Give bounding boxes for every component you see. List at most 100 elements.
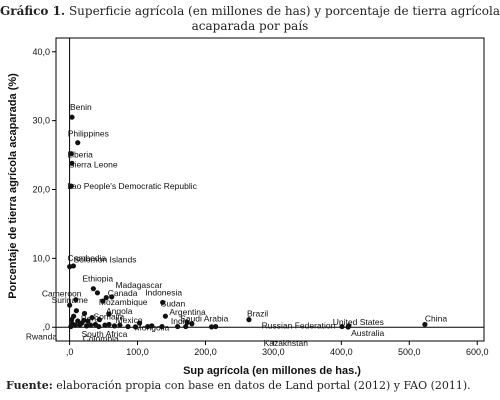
- data-point: [160, 299, 166, 306]
- data-point: [125, 323, 131, 330]
- y-tick-label: ,0: [42, 322, 50, 332]
- data-point: [106, 311, 112, 317]
- point-label: Suriname: [52, 295, 89, 305]
- data-point: [81, 317, 87, 323]
- data-point: [68, 151, 74, 157]
- title-line-2: acaparada por país: [191, 19, 309, 33]
- data-point: [68, 323, 74, 330]
- data-point: [213, 323, 219, 330]
- data-point: [96, 317, 103, 323]
- y-tick-label: 10,0: [32, 253, 50, 263]
- point-label: Russian Federation: [262, 321, 336, 331]
- point-label: Angola: [106, 306, 133, 316]
- x-tick-label: 400,0: [330, 347, 353, 357]
- point-label: Cameroon: [42, 289, 82, 299]
- data-point: [88, 322, 94, 328]
- data-point: [85, 318, 91, 324]
- point-label: Brazil: [247, 309, 268, 319]
- point-label: India: [171, 316, 190, 326]
- data-point: [73, 297, 79, 303]
- data-point: [69, 317, 75, 323]
- data-point: [136, 320, 143, 326]
- data-point: [96, 323, 102, 330]
- figure-number: Gráfico 1.: [0, 4, 66, 18]
- data-point: [106, 321, 112, 328]
- data-point: [109, 294, 115, 300]
- point-label: Sierra Leone: [69, 159, 118, 169]
- data-point: [149, 323, 155, 329]
- x-tick-label: 500,0: [398, 347, 421, 357]
- axis-ticks: ,0 100,0 200,0 300,0 400,0 500,0 600,0 ,0 10,0 20…: [32, 47, 488, 357]
- y-tick-label: 30,0: [32, 116, 50, 126]
- point-label: South Africa: [81, 329, 127, 339]
- data-point: [69, 114, 75, 120]
- data-point: [159, 323, 165, 330]
- data-point: [183, 323, 189, 330]
- point-label: Solomon Islands: [74, 255, 137, 265]
- point-label: Indonesia: [145, 288, 182, 298]
- data-point: [117, 322, 123, 328]
- point-label: Somalia: [93, 312, 124, 322]
- point-label: Philippines: [68, 129, 109, 139]
- x-tick-label: ,0: [66, 347, 74, 357]
- data-point: [83, 323, 90, 329]
- data-point: [90, 286, 96, 292]
- data-point: [67, 264, 73, 270]
- point-label: Canada: [108, 288, 138, 298]
- y-tick-label: 40,0: [32, 47, 50, 57]
- point-label: Madagascar: [115, 280, 162, 290]
- y-tick-label: 20,0: [32, 185, 50, 195]
- x-tick-label: 300,0: [262, 347, 285, 357]
- data-point: [89, 314, 95, 321]
- point-label: Mozambique: [99, 297, 148, 307]
- point-label: Peru: [81, 313, 99, 323]
- source-note: Fuente: elaboración propia con base en d…: [6, 379, 471, 392]
- point-label: China: [425, 313, 447, 323]
- data-point: [189, 321, 195, 327]
- point-label: Rwanda: [26, 332, 57, 342]
- data-point: [94, 290, 101, 296]
- x-tick-label: 600,0: [466, 347, 489, 357]
- data-point: [184, 319, 190, 326]
- data-point: [132, 324, 139, 330]
- x-tick-label: 200,0: [194, 347, 217, 357]
- data-point: [111, 323, 118, 329]
- data-point: [100, 298, 106, 304]
- point-label: Benin: [70, 102, 92, 112]
- data-point: [246, 317, 252, 323]
- data-point: [75, 318, 81, 324]
- source-text: elaboración propia con base en datos de …: [56, 379, 471, 392]
- data-point: [345, 324, 351, 330]
- data-point: [75, 140, 81, 146]
- point-label: Mexico: [116, 315, 143, 325]
- point-label: Saudi Arabia: [180, 313, 228, 323]
- point-label: Cambodia: [67, 253, 106, 263]
- point-label: Australia: [351, 328, 384, 338]
- source-label: Fuente:: [6, 379, 53, 392]
- data-point: [68, 183, 74, 189]
- data-points: [67, 114, 428, 330]
- y-axis-label: Porcentaje de tierra agrícola acaparada …: [7, 73, 19, 299]
- data-point: [145, 323, 151, 330]
- data-point: [422, 321, 428, 328]
- data-point: [77, 322, 83, 328]
- data-point: [175, 323, 181, 330]
- data-point: [69, 160, 75, 166]
- data-point: [67, 302, 73, 308]
- point-label: Sudan: [161, 298, 186, 308]
- chart-title: Gráfico 1. Superficie agrícola (en millo…: [0, 4, 500, 34]
- plot-area: [55, 37, 485, 342]
- data-point: [73, 308, 79, 314]
- data-point: [162, 313, 168, 319]
- point-label: Colombia: [83, 334, 119, 344]
- title-line-1: Superficie agrícola (en millones de has)…: [68, 4, 500, 18]
- data-point: [81, 310, 88, 317]
- point-label: Lao People's Democratic Republic: [67, 181, 197, 191]
- point-label: Kazakhstan: [264, 338, 309, 348]
- data-point: [208, 324, 215, 330]
- x-axis-label: Sup agrícola (en millones de has.): [183, 365, 361, 377]
- data-point: [103, 295, 109, 301]
- point-label: Ethiopia: [82, 274, 113, 284]
